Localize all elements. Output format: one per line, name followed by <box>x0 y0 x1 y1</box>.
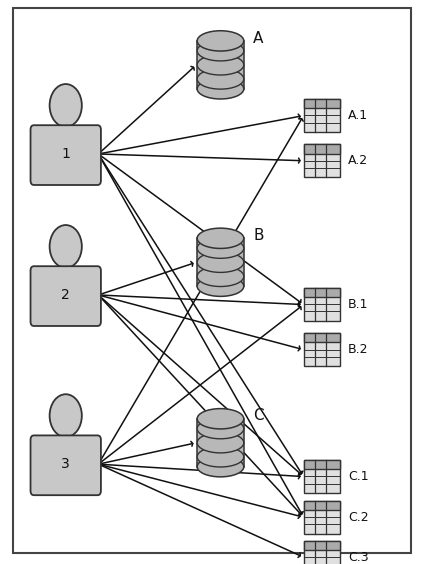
Ellipse shape <box>197 228 244 248</box>
Text: B: B <box>253 228 264 243</box>
Ellipse shape <box>197 79 244 99</box>
Ellipse shape <box>197 55 244 75</box>
Circle shape <box>50 225 82 268</box>
Ellipse shape <box>197 252 244 272</box>
Ellipse shape <box>197 238 244 258</box>
Circle shape <box>50 394 82 437</box>
Ellipse shape <box>197 418 244 439</box>
Text: A: A <box>253 30 263 46</box>
Bar <box>304 460 340 493</box>
Ellipse shape <box>197 41 244 61</box>
Text: A.2: A.2 <box>348 154 368 168</box>
Ellipse shape <box>197 30 244 51</box>
Circle shape <box>50 84 82 127</box>
Ellipse shape <box>197 276 244 296</box>
Ellipse shape <box>197 408 244 429</box>
Text: C.2: C.2 <box>348 510 368 524</box>
Text: 3: 3 <box>61 457 70 471</box>
Bar <box>197 41 244 89</box>
Ellipse shape <box>197 447 244 467</box>
Bar <box>197 238 244 286</box>
Ellipse shape <box>197 457 244 477</box>
Bar <box>304 541 340 550</box>
Bar <box>304 99 340 132</box>
Ellipse shape <box>197 266 244 287</box>
FancyBboxPatch shape <box>31 435 101 495</box>
Bar <box>304 501 340 534</box>
Ellipse shape <box>197 433 244 453</box>
FancyBboxPatch shape <box>31 266 101 326</box>
Bar <box>304 288 340 297</box>
Text: C.3: C.3 <box>348 550 368 564</box>
Bar <box>304 144 340 177</box>
Bar <box>304 333 340 366</box>
Bar <box>304 144 340 153</box>
Bar <box>304 99 340 108</box>
Ellipse shape <box>197 69 244 89</box>
Bar <box>304 501 340 510</box>
Text: B.2: B.2 <box>348 343 368 356</box>
Bar <box>304 541 340 564</box>
Text: B.1: B.1 <box>348 298 368 311</box>
Bar <box>304 288 340 321</box>
Text: 2: 2 <box>61 288 70 302</box>
Text: A.1: A.1 <box>348 109 368 122</box>
FancyBboxPatch shape <box>31 125 101 185</box>
Bar <box>197 418 244 467</box>
Text: C: C <box>253 408 264 424</box>
Bar <box>304 333 340 342</box>
Text: C.1: C.1 <box>348 470 368 483</box>
Bar <box>304 460 340 469</box>
Text: 1: 1 <box>61 147 70 161</box>
